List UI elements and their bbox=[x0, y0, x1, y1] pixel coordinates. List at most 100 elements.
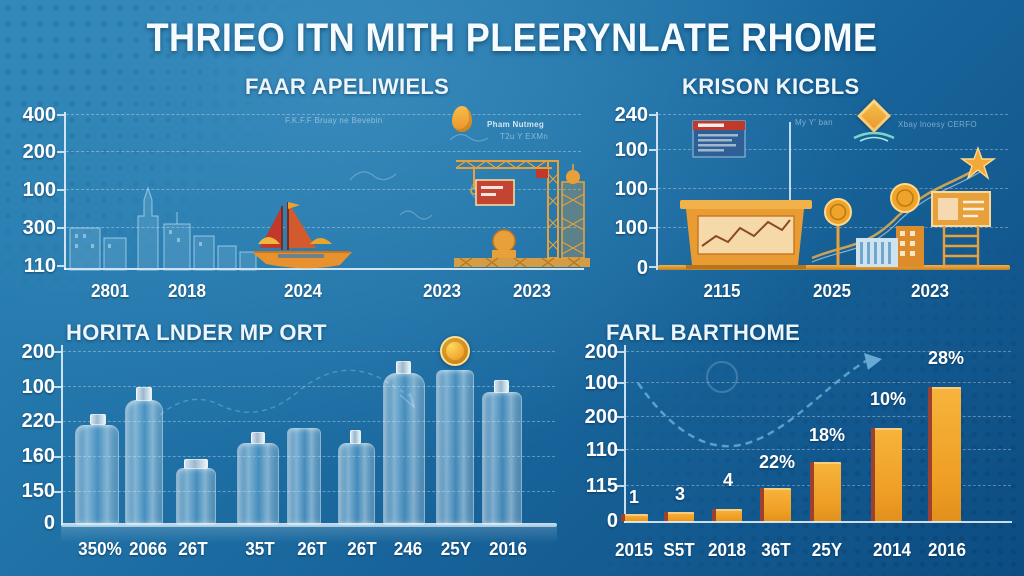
buildings-illustration bbox=[856, 226, 924, 267]
tl-axis-tick bbox=[57, 265, 64, 267]
br-gridline bbox=[626, 351, 1011, 352]
bar-value-label: 22% bbox=[758, 452, 796, 472]
gold-coin-icon bbox=[440, 336, 470, 366]
glass-bottle-bar bbox=[176, 468, 216, 525]
bl-y-tick: 0 bbox=[43, 512, 55, 534]
tl-y-axis bbox=[64, 112, 66, 270]
br-y-tick: 115 bbox=[585, 475, 618, 497]
tl-axis-tick bbox=[57, 189, 64, 191]
bottle-cap bbox=[350, 430, 361, 444]
bar-value-label: 10% bbox=[869, 389, 907, 409]
br-x-tick: 36T bbox=[761, 540, 791, 560]
tl-y-tick: 100 bbox=[22, 179, 56, 201]
bl-axis-tick bbox=[54, 421, 61, 423]
tr-x-tick: 2025 bbox=[812, 281, 852, 301]
bl-x-tick: 26T bbox=[347, 539, 377, 559]
tl-x-tick: 2801 bbox=[90, 281, 130, 301]
bl-gridline bbox=[63, 351, 555, 352]
bar-2016 bbox=[928, 387, 961, 522]
boat-illustration bbox=[252, 202, 352, 269]
tl-annotation: F.K.F.F Bruay ne Bevebin bbox=[285, 116, 383, 125]
teal-swish-icon bbox=[853, 131, 895, 142]
br-x-tick: 2018 bbox=[707, 540, 747, 560]
br-baseline bbox=[624, 521, 1012, 523]
bl-y-axis bbox=[61, 345, 63, 525]
bl-x-tick: 26T bbox=[178, 539, 208, 559]
tl-x-tick: 2024 bbox=[283, 281, 323, 301]
br-axis-tick bbox=[617, 416, 624, 418]
bottle-cap bbox=[184, 459, 208, 469]
bl-y-tick: 200 bbox=[21, 341, 55, 363]
bl-y-tick: 150 bbox=[21, 480, 55, 502]
tr-axis-tick bbox=[649, 227, 656, 229]
tr-annotation: Xbay lnoesy CERFO bbox=[898, 120, 977, 129]
tl-axis-tick bbox=[57, 151, 64, 153]
br-y-tick: 110 bbox=[585, 439, 618, 461]
glass-bottle-bar bbox=[338, 443, 375, 525]
br-y-tick: 0 bbox=[606, 510, 618, 532]
tl-y-tick: 110 bbox=[23, 255, 56, 277]
tr-y-tick: 100 bbox=[614, 178, 648, 200]
br-axis-tick bbox=[617, 382, 624, 384]
crane-illustration bbox=[454, 160, 590, 268]
tr-gridline bbox=[658, 227, 1008, 228]
glass-cylinder-bar bbox=[436, 370, 474, 525]
br-y-axis bbox=[624, 345, 626, 523]
tl-axis-tick bbox=[57, 227, 64, 229]
br-axis-tick bbox=[617, 449, 624, 451]
br-axis-tick bbox=[617, 485, 624, 487]
bl-baseline-shelf bbox=[61, 523, 557, 527]
bl-y-tick: 100 bbox=[21, 376, 55, 398]
bottle-cap bbox=[90, 414, 106, 425]
tr-gridline bbox=[658, 188, 1008, 189]
billboard-illustration bbox=[931, 191, 991, 268]
tr-axis-tick bbox=[649, 266, 656, 268]
bl-axis-tick bbox=[54, 351, 61, 353]
bl-axis-tick bbox=[54, 456, 61, 458]
tr-gridline bbox=[658, 114, 1008, 115]
tr-y-tick: 100 bbox=[614, 217, 648, 239]
chart-title-top-right: KRISON KICBLS bbox=[682, 74, 860, 99]
tl-baseline bbox=[64, 268, 584, 270]
br-y-tick: 200 bbox=[584, 406, 618, 428]
tr-axis-tick bbox=[649, 188, 656, 190]
bl-gridline bbox=[63, 421, 555, 422]
bl-x-tick: 26T bbox=[297, 539, 327, 559]
br-x-tick: 25Y bbox=[811, 540, 843, 560]
br-x-tick: 2015 bbox=[614, 540, 654, 560]
br-y-tick: 200 bbox=[584, 341, 618, 363]
tr-y-tick: 100 bbox=[614, 139, 648, 161]
tr-axis-tick bbox=[649, 114, 656, 116]
diamond-icon bbox=[857, 99, 891, 133]
tr-gridline bbox=[658, 149, 1008, 150]
bl-x-tick: 350% bbox=[78, 539, 122, 559]
tl-axis-tick bbox=[57, 114, 64, 116]
bar-s5t bbox=[664, 512, 694, 522]
tr-annotation: My Y' ban bbox=[795, 118, 833, 127]
tl-x-tick: 2023 bbox=[422, 281, 462, 301]
bar-value-label: 3 bbox=[674, 484, 686, 504]
br-gridline bbox=[626, 382, 1011, 383]
bar-2015 bbox=[621, 514, 648, 522]
tl-annotation: T2u Y EXMn bbox=[500, 132, 549, 141]
glass-bottle-bar bbox=[383, 373, 425, 525]
bar-value-label: 4 bbox=[722, 470, 734, 490]
bottle-cap bbox=[136, 387, 152, 401]
bottle-cap bbox=[494, 380, 509, 393]
bl-axis-tick bbox=[54, 491, 61, 493]
bl-x-tick: 2066 bbox=[128, 539, 168, 559]
br-x-tick: S5T bbox=[663, 540, 695, 560]
bar-value-label: 28% bbox=[927, 348, 965, 368]
br-gridline bbox=[626, 416, 1011, 417]
tl-annotation: Pham Nutmeg bbox=[487, 120, 545, 129]
chart-title-bottom-right: FARL BARTHOME bbox=[606, 320, 801, 345]
city-skyline-illustration bbox=[69, 186, 257, 271]
bar-value-label: 18% bbox=[808, 425, 846, 445]
bl-y-tick: 220 bbox=[21, 410, 55, 432]
glass-bottle-bar bbox=[482, 392, 522, 525]
glass-bottle-bar bbox=[75, 425, 119, 525]
tl-y-tick: 400 bbox=[22, 104, 56, 126]
br-y-tick: 100 bbox=[584, 372, 618, 394]
rising-line-illustration bbox=[811, 145, 997, 266]
tr-ground-strip bbox=[658, 265, 1010, 270]
